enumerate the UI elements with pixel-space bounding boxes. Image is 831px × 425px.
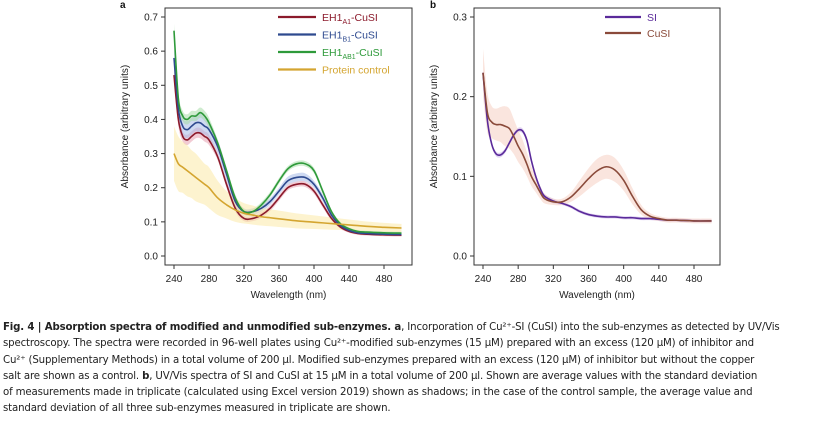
caption-text: , UV/Vis spectra of SI and CuSI at 15 µM… [149,370,758,382]
legend-entry: EH1B1-CuSI [322,30,378,44]
series-line-eh1a1-cusi [173,74,402,236]
y-tick-label: 0.6 [144,47,158,58]
y-tick-label: 0.0 [453,252,467,263]
caption-text: spectroscopy. The spectra were recorded … [3,338,754,350]
x-axis-label: Wavelength (nm) [559,290,635,301]
y-tick-label: 0.2 [453,92,467,103]
caption-line: Cu²⁺ (Supplementary Methods) in a total … [3,353,831,369]
legend: EH1A1-CuSI EH1B1-CuSI EH1AB1-CuSI Protein c… [278,12,390,77]
series-line-eh1b1-cusi [173,57,402,236]
caption-figure-label: Fig. 4 | Absorption spectra of modified … [3,322,395,333]
caption-line: Fig. 4 | Absorption spectra of modified … [3,320,831,336]
y-tick-label: 0.2 [144,183,158,194]
sd-band-eh1ab1-cusi [174,23,402,235]
sd-band-eh1a1-cusi [174,68,402,237]
caption-panel-ref: a [394,322,402,333]
legend-entry: EH1AB1-CuSI [322,47,383,61]
x-tick-label: 400 [306,274,323,285]
y-axis-label: Absorbance (arbitrary units) [429,65,440,188]
caption-text: salt are shown as a control. [3,370,143,382]
sd-band-cusi [483,48,712,224]
x-tick-label: 280 [201,274,218,285]
panel-a-chart: a 0.0 0.1 0.2 0.3 0.4 0.5 0.6 0.7 240 280 320 360 400… [120,0,413,301]
x-tick-label: 320 [545,274,562,285]
caption-line: of measurements made in triplicate (calc… [3,385,831,401]
figure: a 0.0 0.1 0.2 0.3 0.4 0.5 0.6 0.7 240 280 320 360 400… [120,0,721,301]
caption-text: standard deviation of all three sub-enzy… [3,403,391,415]
y-tick-label: 0.5 [144,81,158,92]
panel-label: b [430,0,436,11]
x-tick-label: 360 [580,274,597,285]
caption-line: standard deviation of all three sub-enzy… [3,401,831,417]
x-tick-label: 240 [475,274,492,285]
y-axis-label: Absorbance (arbitrary units) [120,65,131,188]
y-tick-label: 0.7 [144,13,158,24]
caption-text: Cu²⁺ (Supplementary Methods) in a total … [3,354,755,366]
legend: SI CuSI [605,12,670,40]
y-tick-label: 0.3 [144,149,158,160]
x-tick-label: 360 [271,274,288,285]
x-tick-label: 280 [510,274,527,285]
legend-entry: EH1A1-CuSI [322,12,378,26]
figure-caption: Fig. 4 | Absorption spectra of modified … [3,320,831,418]
caption-line: spectroscopy. The spectra were recorded … [3,336,831,352]
x-axis-label: Wavelength (nm) [251,290,327,301]
legend-entry: CuSI [647,28,670,40]
caption-text: of measurements made in triplicate (calc… [3,387,753,399]
x-tick-label: 480 [686,274,703,285]
legend-entry: Protein control [322,65,390,77]
legend-entry: SI [647,12,657,24]
plot-frame [473,7,721,266]
x-tick-label: 240 [166,274,183,285]
y-tick-label: 0.1 [144,217,158,228]
y-tick-label: 0.0 [144,252,158,263]
caption-panel-ref: b [142,370,150,382]
caption-text: , Incorporation of Cu²⁺-SI (CuSI) into t… [401,322,780,333]
panel-label: a [120,0,126,11]
x-tick-label: 440 [650,274,667,285]
plot-frame [164,7,413,266]
x-tick-label: 440 [341,274,358,285]
y-tick-label: 0.4 [144,115,158,126]
series-line-eh1ab1-cusi [173,30,402,234]
x-tick-label: 400 [615,274,632,285]
caption-line: salt are shown as a control. b, UV/Vis s… [3,369,831,385]
y-tick-label: 0.1 [453,172,467,183]
series-line-cusi [482,72,712,222]
series-line-protein-control [173,153,402,229]
y-tick-label: 0.3 [453,13,467,24]
sd-band-protein-control [174,126,402,233]
x-tick-label: 320 [236,274,253,285]
x-tick-label: 480 [376,274,393,285]
panel-b-chart: b 0.0 0.1 0.2 0.3 240 280 320 360 400 440 480 Wavele… [429,0,721,301]
